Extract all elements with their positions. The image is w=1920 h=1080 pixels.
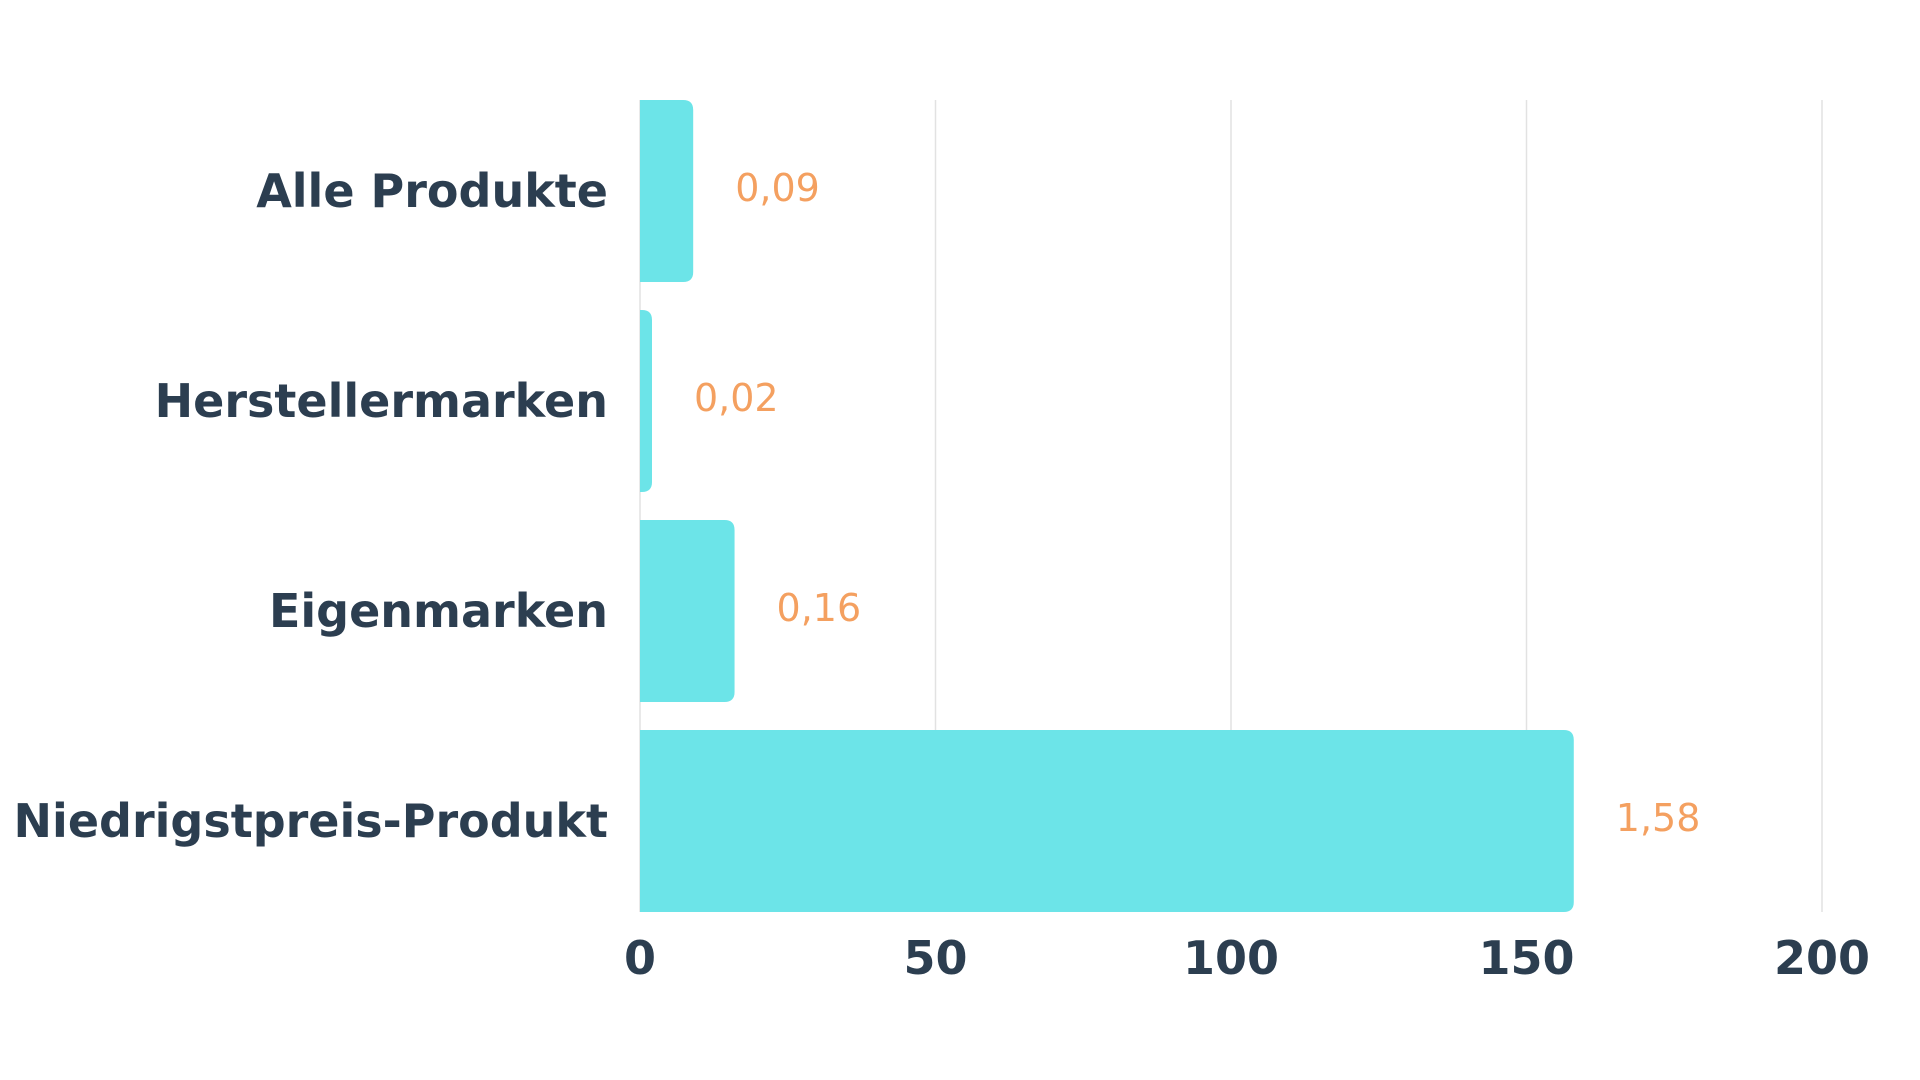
value-label: 1,58 xyxy=(1616,796,1701,840)
category-labels: Alle Produkte Herstellermarken Eigenmarken… xyxy=(14,164,608,848)
bar xyxy=(640,730,1574,912)
x-tick-label: 150 xyxy=(1478,931,1574,985)
bar xyxy=(640,310,652,492)
x-tick-label: 100 xyxy=(1183,931,1279,985)
value-labels: 0,09 0,02 0,16 1,58 xyxy=(694,166,1700,840)
category-label: Alle Produkte xyxy=(256,164,608,218)
x-tick-label: 50 xyxy=(903,931,967,985)
category-label: Herstellermarken xyxy=(155,374,608,428)
x-tick-label: 200 xyxy=(1774,931,1870,985)
category-label: Niedrigstpreis-Produkt xyxy=(14,794,608,848)
category-label: Eigenmarken xyxy=(269,584,608,638)
value-label: 0,02 xyxy=(694,376,779,420)
bar xyxy=(640,100,694,282)
x-axis-ticks: 0 50 100 150 200 xyxy=(624,931,1870,985)
value-label: 0,09 xyxy=(735,166,820,210)
x-tick-label: 0 xyxy=(624,931,656,985)
value-label: 0,16 xyxy=(777,586,862,630)
bars xyxy=(640,100,1574,912)
bar xyxy=(640,520,735,702)
